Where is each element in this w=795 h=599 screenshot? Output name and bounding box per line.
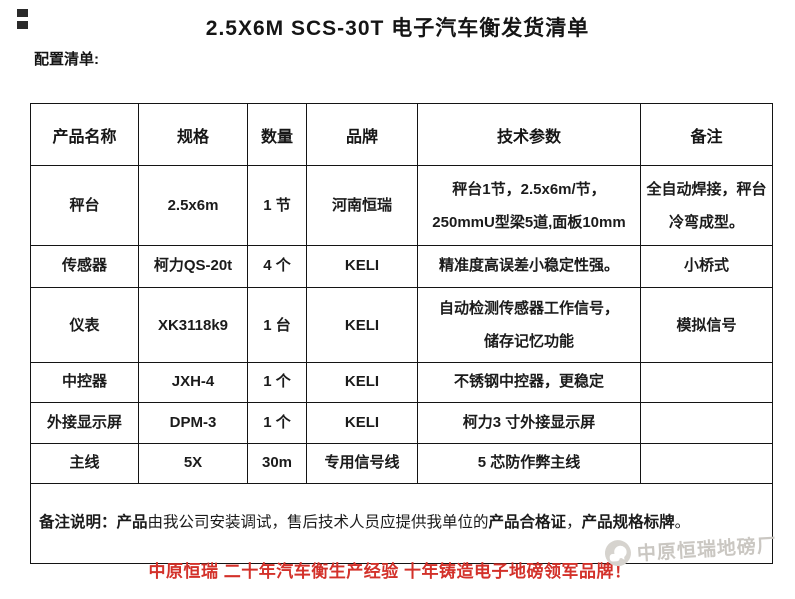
cell-spec: 5X — [138, 443, 248, 484]
page-title: 2.5X6M SCS-30T 电子汽车衡发货清单 — [205, 17, 590, 40]
cell-brand: KELI — [306, 287, 418, 363]
cell-params: 秤台1节，2.5x6m/节， 250mmU型梁5道,面板10mm — [417, 165, 641, 246]
table-row: 传感器 柯力QS-20t 4 个 KELI 精准度高误差小稳定性强。 小桥式 — [30, 245, 773, 288]
table-row: 仪表 XK3118k9 1 台 KELI 自动检测传感器工作信号， 储存记忆功能 模拟信号 — [30, 287, 773, 363]
note-segment: 产品 — [116, 514, 148, 532]
note-segment: 产品合格证 — [488, 514, 567, 532]
cell-name: 主线 — [30, 443, 139, 484]
cell-name: 传感器 — [30, 245, 139, 288]
cell-remark: 小桥式 — [640, 245, 773, 288]
cell-qty: 30m — [247, 443, 307, 484]
cell-brand: KELI — [306, 362, 418, 403]
cell-brand: 河南恒瑞 — [306, 165, 418, 246]
note-text: 备注说明：产品由我公司安装调试，售后技术人员应提供我单位的产品合格证，产品规格标… — [30, 483, 773, 564]
cell-brand: 专用信号线 — [306, 443, 418, 484]
column-header: 品牌 — [306, 103, 418, 166]
column-header: 数量 — [247, 103, 307, 166]
cell-qty: 1 节 — [247, 165, 307, 246]
note-segment: 。 — [674, 514, 691, 532]
table-row: 秤台 2.5x6m 1 节河南恒瑞 秤台1节，2.5x6m/节， 250mmU型梁5道… — [30, 165, 773, 246]
column-header: 产品名称 — [30, 103, 139, 166]
cell-params: 5 芯防作弊主线 — [417, 443, 641, 484]
cell-name: 仪表 — [30, 287, 139, 363]
cell-spec: JXH-4 — [138, 362, 248, 403]
cell-params: 不锈钢中控器，更稳定 — [417, 362, 641, 403]
cell-qty: 1 个 — [247, 402, 307, 444]
footer-slogan: 中原恒瑞 二十年汽车衡生产经验 十年铸造电子地磅领军品牌！ — [148, 562, 632, 581]
cell-name: 中控器 — [30, 362, 139, 403]
cell-params: 自动检测传感器工作信号， 储存记忆功能 — [417, 287, 641, 363]
note-row: 备注说明：产品由我公司安装调试，售后技术人员应提供我单位的产品合格证，产品规格标… — [30, 483, 773, 564]
cell-remark — [640, 402, 773, 444]
column-header: 备注 — [640, 103, 773, 166]
cell-qty: 1 台 — [247, 287, 307, 363]
cell-name: 外接显示屏 — [30, 402, 139, 444]
cell-spec: XK3118k9 — [138, 287, 248, 363]
config-list-label: 配置清单: — [34, 51, 99, 68]
note-segment: 备注说明： — [39, 514, 117, 532]
column-header: 技术参数 — [417, 103, 641, 166]
cell-remark — [640, 362, 773, 403]
scan-artifact — [17, 9, 28, 30]
cell-qty: 1 个 — [247, 362, 307, 403]
cell-brand: KELI — [306, 402, 418, 444]
cell-remark — [640, 443, 773, 484]
shipping-list-table: 产品名称 规格 数量 品牌 技术参数 备注 秤台 2.5x6m 1 节河南恒瑞 秤台1节，2.5… — [30, 103, 773, 564]
cell-spec: 柯力QS-20t — [138, 245, 248, 288]
table-row: 主线 5X 30m 专用信号线 5 芯防作弊主线 — [30, 443, 773, 484]
kuaishou-camera-icon — [604, 540, 631, 567]
table-row: 外接显示屏 DPM-3 1 个 KELI 柯力3 寸外接显示屏 — [30, 402, 773, 444]
note-segment: ， — [566, 514, 582, 532]
column-header: 规格 — [138, 103, 248, 166]
cell-params: 柯力3 寸外接显示屏 — [417, 402, 641, 444]
cell-spec: DPM-3 — [138, 402, 248, 444]
cell-name: 秤台 — [30, 165, 139, 246]
note-segment: 由我公司安装调试，售后技术人员应提供我单位的 — [147, 514, 489, 532]
watermark: 中原恒瑞地磅厂 — [603, 529, 777, 568]
cell-spec: 2.5x6m — [138, 165, 248, 246]
note-segment: 产品规格标牌 — [581, 514, 675, 532]
cell-remark: 全自动焊接，秤台冷弯成型。 — [640, 165, 773, 246]
table-row: 中控器 JXH-4 1 个 KELI 不锈钢中控器，更稳定 — [30, 362, 773, 403]
cell-brand: KELI — [306, 245, 418, 288]
cell-params: 精准度高误差小稳定性强。 — [417, 245, 641, 288]
cell-qty: 4 个 — [247, 245, 307, 288]
table-header-row: 产品名称 规格 数量 品牌 技术参数 备注 — [30, 103, 773, 166]
cell-remark: 模拟信号 — [640, 287, 773, 363]
